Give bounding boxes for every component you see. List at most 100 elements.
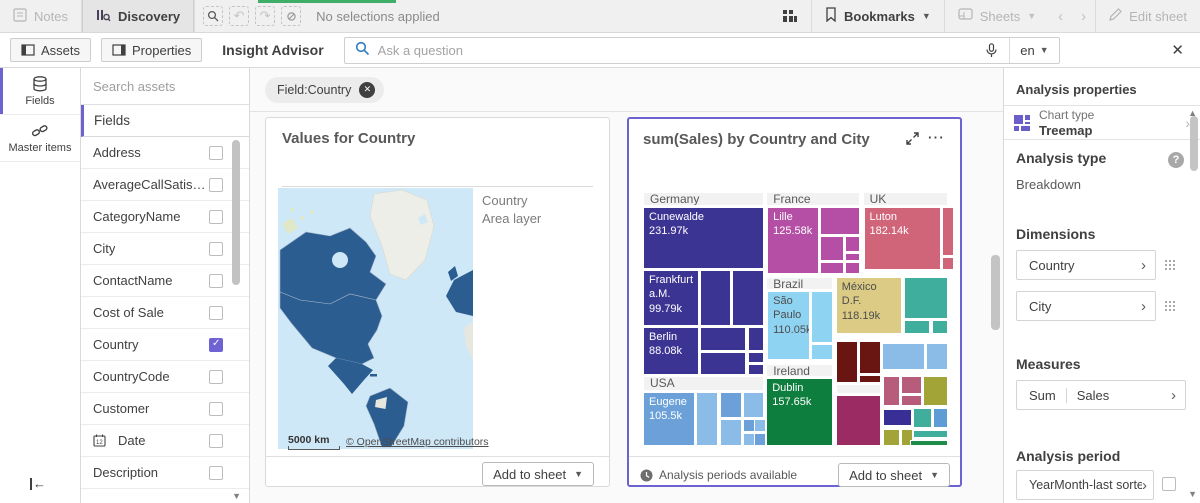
field-row[interactable]: CategoryName [81, 201, 249, 233]
field-row[interactable]: Description [81, 457, 249, 489]
edit-sheet-button[interactable]: Edit sheet [1096, 0, 1200, 32]
treemap-cell[interactable] [720, 392, 742, 418]
treemap-cell[interactable] [700, 327, 747, 351]
treemap-cell[interactable] [732, 270, 764, 326]
treemap-cell[interactable]: Dublin157.65k [766, 378, 832, 446]
treemap-cell[interactable] [901, 376, 922, 394]
treemap-cell[interactable] [820, 207, 861, 235]
sidebar-item-master-items[interactable]: Master items [0, 115, 80, 162]
field-row[interactable]: Country [81, 329, 249, 361]
treemap-cell[interactable] [883, 429, 900, 446]
treemap-cell[interactable]: Luton182.14k [864, 207, 941, 270]
step-back-button[interactable]: ↶ [229, 6, 249, 26]
treemap-cell[interactable]: México D.F.118.19k [836, 277, 902, 334]
treemap-cell[interactable] [836, 341, 858, 383]
notes-button[interactable]: Notes [0, 0, 81, 32]
remove-filter-icon[interactable]: ✕ [359, 82, 375, 98]
treemap-cell[interactable] [942, 257, 954, 270]
measure-pill[interactable]: Sum Sales › [1016, 380, 1186, 410]
assets-toggle-button[interactable]: Assets [10, 38, 91, 62]
treemap-cell[interactable] [754, 419, 766, 432]
dimension-pill-country[interactable]: Country › [1016, 250, 1156, 280]
field-row[interactable]: AverageCallSatisfa... [81, 169, 249, 201]
field-checkbox[interactable] [209, 306, 223, 320]
treemap-cell[interactable]: Lille125.58k [767, 207, 819, 274]
treemap-cell[interactable] [700, 352, 747, 375]
treemap-cell[interactable] [913, 430, 948, 438]
treemap-cell[interactable] [932, 320, 948, 334]
world-map[interactable] [278, 188, 473, 449]
field-row[interactable]: CountryCode [81, 361, 249, 393]
treemap-cell[interactable]: Frankfurt a.M.99.79k [643, 270, 699, 326]
add-to-sheet-button[interactable]: Add to sheet ▼ [482, 462, 594, 486]
treemap-cell[interactable] [882, 343, 925, 370]
treemap-cell[interactable]: Cunewalde231.97k [643, 207, 764, 269]
treemap-cell[interactable] [910, 440, 948, 446]
field-checkbox[interactable] [209, 178, 223, 192]
next-sheet-button[interactable]: › [1072, 8, 1095, 25]
treemap-cell[interactable] [743, 392, 764, 418]
drag-handle-icon[interactable] [1164, 259, 1176, 274]
treemap-cell[interactable] [845, 253, 861, 261]
app-navigation-button[interactable] [768, 0, 811, 32]
field-row[interactable]: 12Date [81, 425, 249, 457]
dimension-pill-city[interactable]: City › [1016, 291, 1156, 321]
treemap-cell[interactable] [942, 207, 954, 256]
map-attribution[interactable]: © OpenStreetMap contributors [346, 436, 489, 448]
field-checkbox[interactable] [209, 242, 223, 256]
treemap-cell[interactable] [811, 291, 833, 343]
treemap-cell[interactable] [820, 236, 844, 261]
analysis-period-checkbox[interactable] [1162, 477, 1176, 491]
treemap-cell[interactable] [933, 408, 948, 428]
step-forward-button[interactable]: ↷ [255, 6, 275, 26]
treemap-cell[interactable]: São Paulo110.05k [767, 291, 810, 360]
field-row[interactable]: ContactName [81, 265, 249, 297]
treemap-cell[interactable] [748, 352, 764, 363]
treemap-cell[interactable] [859, 341, 881, 374]
field-checkbox[interactable] [209, 402, 223, 416]
treemap-cell[interactable] [926, 343, 948, 370]
smart-search-button[interactable] [203, 6, 223, 26]
treemap-cell[interactable] [904, 277, 948, 319]
field-row[interactable]: Customer [81, 393, 249, 425]
treemap-cell[interactable] [754, 433, 766, 446]
treemap-cell[interactable] [913, 408, 932, 428]
filter-chip[interactable]: Field:Country ✕ [265, 77, 384, 103]
treemap-cell[interactable] [696, 392, 719, 446]
help-icon[interactable]: ? [1168, 152, 1184, 168]
panel-scrollbar[interactable] [1190, 116, 1198, 171]
fields-scrollbar[interactable] [232, 140, 240, 285]
analysis-period-pill[interactable]: YearMonth-last sorte... › [1016, 470, 1154, 500]
treemap-cell[interactable] [845, 262, 861, 274]
treemap-cell[interactable] [748, 364, 764, 375]
more-options-button[interactable]: ⋯ [927, 131, 944, 145]
treemap-cell[interactable] [845, 236, 861, 252]
field-row[interactable]: City [81, 233, 249, 265]
treemap-cell[interactable]: Berlin88.08k [643, 327, 699, 375]
sheets-button[interactable]: Sheets ▼ [945, 0, 1049, 32]
clear-selections-button[interactable] [281, 6, 301, 26]
treemap-cell[interactable] [901, 395, 922, 406]
previous-sheet-button[interactable]: ‹ [1049, 8, 1072, 25]
field-checkbox[interactable] [209, 370, 223, 384]
treemap-cell[interactable] [859, 375, 881, 383]
field-checkbox[interactable] [209, 466, 223, 480]
discovery-button[interactable]: Discovery [82, 0, 194, 32]
field-checkbox[interactable] [209, 434, 223, 448]
treemap-cell[interactable] [748, 327, 764, 351]
field-checkbox[interactable] [209, 338, 223, 352]
field-checkbox[interactable] [209, 274, 223, 288]
treemap-cell[interactable] [904, 320, 930, 334]
treemap-cell[interactable] [720, 419, 742, 446]
field-row[interactable]: Cost of Sale [81, 297, 249, 329]
treemap-cell[interactable] [811, 344, 833, 360]
main-scrollbar[interactable] [991, 255, 1000, 330]
scroll-down-arrow-icon[interactable]: ▼ [232, 491, 241, 501]
treemap-cell[interactable] [923, 376, 948, 406]
treemap-cell[interactable] [883, 376, 900, 406]
drag-handle-icon[interactable] [1164, 300, 1176, 315]
sidebar-item-fields[interactable]: Fields [0, 68, 80, 115]
field-checkbox[interactable] [209, 146, 223, 160]
add-to-sheet-button[interactable]: Add to sheet ▼ [838, 463, 950, 487]
treemap-cell[interactable]: Eugene105.5k [643, 392, 695, 446]
